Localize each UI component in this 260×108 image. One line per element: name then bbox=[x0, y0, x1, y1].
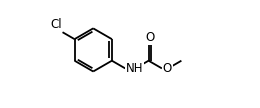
Text: O: O bbox=[145, 31, 154, 44]
Text: O: O bbox=[163, 62, 172, 75]
Text: NH: NH bbox=[126, 62, 144, 75]
Text: Cl: Cl bbox=[50, 18, 62, 31]
